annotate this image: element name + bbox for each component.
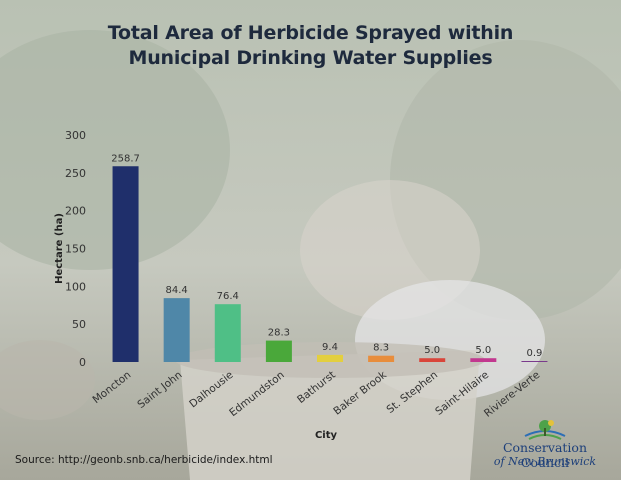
bar-edmundston bbox=[265, 340, 292, 362]
data-label: 76.4 bbox=[217, 291, 239, 302]
bar-bathurst bbox=[317, 354, 343, 362]
data-label: 9.4 bbox=[322, 342, 338, 353]
bar-saint-john bbox=[163, 298, 190, 362]
data-label: 28.3 bbox=[268, 328, 290, 339]
y-tick-label: 0 bbox=[79, 356, 86, 369]
bar-moncton bbox=[112, 166, 139, 362]
bar-dalhousie bbox=[214, 304, 241, 362]
y-axis-label: Hectare (ha) bbox=[54, 213, 65, 284]
x-tick-label: St. Stephen bbox=[385, 369, 441, 416]
data-label: 0.9 bbox=[526, 348, 542, 359]
data-label: 84.4 bbox=[166, 285, 188, 296]
data-label: 258.7 bbox=[111, 153, 140, 164]
x-tick-label: Baker Brook bbox=[331, 368, 389, 417]
y-tick-label: 200 bbox=[65, 205, 86, 218]
y-tick-label: 150 bbox=[65, 243, 86, 256]
logo-text-line-2: of New Brunswick bbox=[493, 455, 597, 468]
x-axis-label: City bbox=[315, 430, 338, 441]
x-tick-label: Bathurst bbox=[295, 369, 338, 406]
bar-saint-hilaire bbox=[470, 358, 497, 362]
source-note: Source: http://geonb.snb.ca/herbicide/in… bbox=[15, 454, 273, 466]
conservation-council-logo: Conservation Council of New Brunswick bbox=[485, 418, 605, 470]
x-tick-label: Riviere-Verte bbox=[482, 369, 542, 420]
y-tick-label: 50 bbox=[72, 318, 86, 331]
bar-baker-brook bbox=[368, 355, 395, 362]
logo-text-line-1: Conservation Council bbox=[502, 440, 588, 470]
data-label: 8.3 bbox=[373, 343, 389, 354]
y-tick-label: 100 bbox=[65, 280, 86, 293]
y-tick-label: 250 bbox=[65, 167, 86, 180]
y-tick-label: 300 bbox=[65, 129, 86, 142]
x-tick-label: Saint John bbox=[135, 369, 184, 411]
data-label: 5.0 bbox=[424, 345, 440, 356]
bar-riviere-verte bbox=[521, 361, 548, 362]
bar-st-stephen bbox=[419, 358, 446, 362]
chart-title-line-1: Total Area of Herbicide Sprayed within bbox=[107, 22, 514, 44]
tree-emblem-icon bbox=[524, 420, 566, 440]
x-tick-label: Edmundston bbox=[227, 369, 287, 419]
x-tick-label: Moncton bbox=[90, 369, 133, 406]
chart-title-line-2: Municipal Drinking Water Supplies bbox=[128, 47, 493, 69]
data-label: 5.0 bbox=[475, 345, 491, 356]
x-tick-label: Dalhousie bbox=[187, 369, 235, 410]
